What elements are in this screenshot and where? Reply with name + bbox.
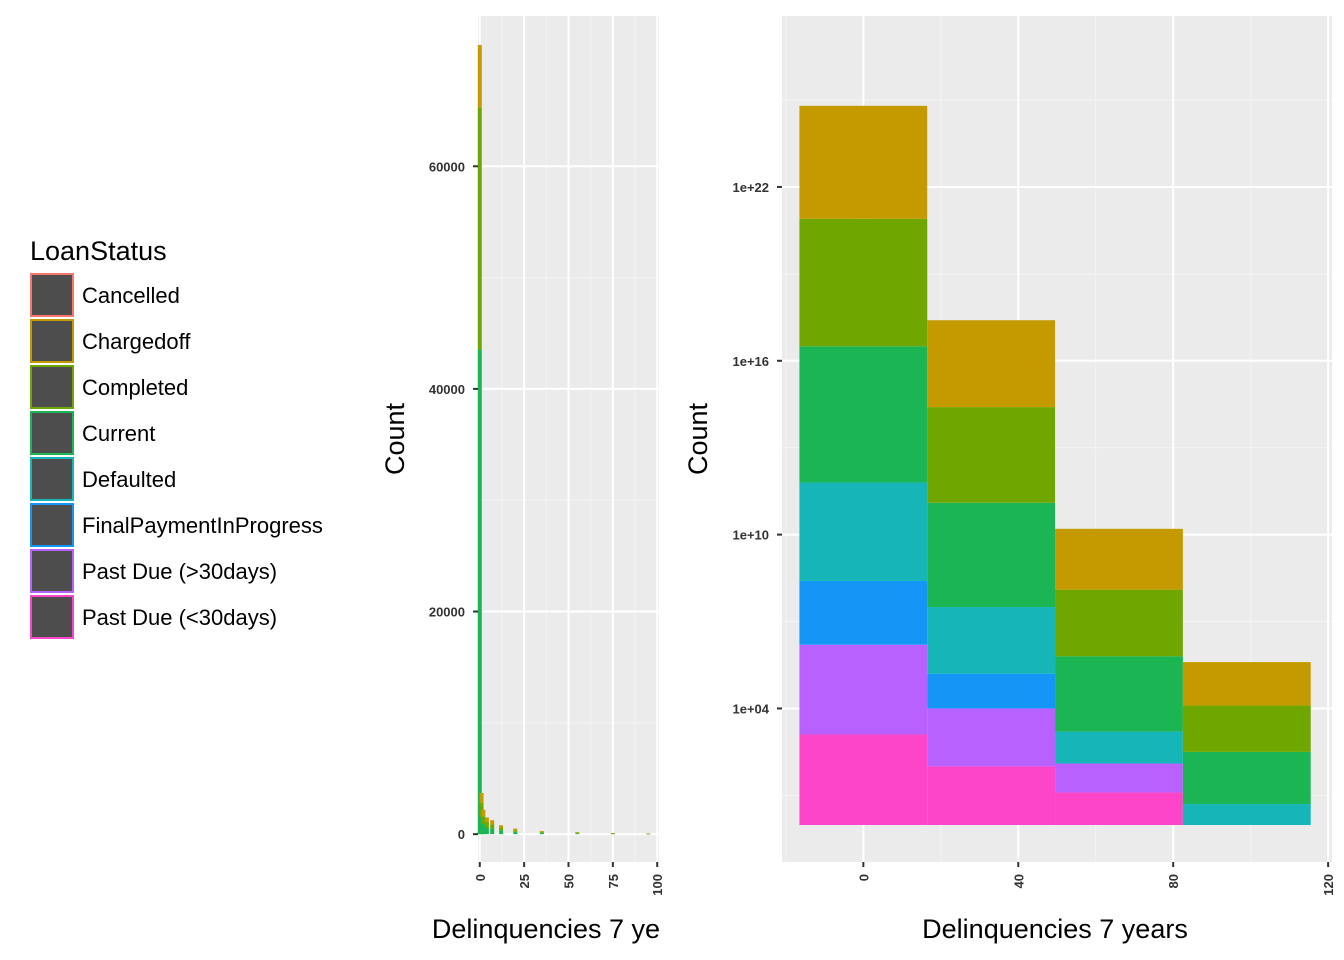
x-tick-label: 0 <box>473 874 488 881</box>
legend-key <box>30 365 74 409</box>
legend-label: Completed <box>82 375 188 400</box>
legend-key <box>30 273 74 317</box>
histogram-bar <box>1055 528 1183 590</box>
legend-label: FinalPaymentInProgress <box>82 513 323 538</box>
right-x-axis-title: Delinquencies 7 years <box>922 914 1188 944</box>
histogram-bar <box>799 482 928 581</box>
histogram-bar <box>799 644 928 735</box>
histogram-bar <box>490 828 495 835</box>
histogram-bar <box>484 827 489 835</box>
histogram-bar <box>927 766 1056 825</box>
legend-label: Past Due (<30days) <box>82 605 277 630</box>
x-tick-label: 0 <box>856 874 871 881</box>
histogram-bar <box>499 830 504 835</box>
legend-key <box>30 411 74 455</box>
legend-label: Cancelled <box>82 283 180 308</box>
histogram-bar <box>539 832 544 835</box>
y-tick-label: 0 <box>458 827 465 842</box>
histogram-bar <box>927 502 1056 608</box>
histogram-bar <box>1182 751 1311 805</box>
histogram-bar <box>799 105 928 219</box>
histogram-bar <box>481 824 486 835</box>
y-tick-label: 1e+16 <box>732 354 769 369</box>
histogram-bar <box>575 832 580 833</box>
histogram-bar <box>539 831 544 833</box>
histogram-bar <box>646 833 651 834</box>
right-histogram-bars <box>799 105 1311 825</box>
histogram-bar <box>490 820 495 825</box>
histogram-bar <box>927 320 1056 408</box>
histogram-bar <box>499 825 504 828</box>
left-panel: 0 25 50 75 100 0 20000 40000 60000 Delinquencies… <box>380 16 665 944</box>
histogram-bar <box>513 831 518 835</box>
y-tick-label: 1e+22 <box>732 180 769 195</box>
right-y-axis-title: Count <box>683 402 713 475</box>
histogram-bar <box>484 817 489 822</box>
histogram-bar <box>575 833 580 835</box>
legend-key <box>30 319 74 363</box>
histogram-bar <box>575 832 580 834</box>
histogram-bar <box>499 827 504 831</box>
histogram-bar <box>1182 705 1311 752</box>
legend-label: Past Due (>30days) <box>82 559 277 584</box>
y-tick-label: 1e+10 <box>732 528 769 543</box>
x-tick-label: 100 <box>650 874 665 896</box>
histogram-bar <box>513 830 518 832</box>
histogram-bar <box>477 349 482 835</box>
histogram-bar <box>610 833 615 835</box>
left-y-axis-title: Count <box>380 402 410 475</box>
left-x-axis-title: Delinquencies 7 ye <box>432 914 660 944</box>
histogram-bar <box>610 833 615 834</box>
right-axes: 0 40 80 120 1e+04 1e+10 1e+16 1e+22 <box>732 180 1336 896</box>
legend-label: Current <box>82 421 155 446</box>
histogram-bar <box>1055 656 1183 732</box>
x-tick-label: 50 <box>562 874 577 888</box>
histogram-bar <box>490 824 495 829</box>
histogram-bar <box>799 346 928 483</box>
histogram-bar <box>927 607 1056 674</box>
legend-key <box>30 595 74 639</box>
histogram-bar <box>481 809 486 817</box>
histogram-bar <box>927 708 1056 767</box>
x-tick-label: 40 <box>1011 874 1026 888</box>
left-histogram-bars <box>477 44 651 835</box>
x-tick-label: 75 <box>606 874 621 888</box>
legend-key <box>30 549 74 593</box>
legend-label: Defaulted <box>82 467 176 492</box>
x-tick-label: 120 <box>1321 874 1336 896</box>
x-tick-label: 25 <box>517 874 532 888</box>
legend-title: LoanStatus <box>30 236 167 266</box>
histogram-bar <box>539 830 544 832</box>
histogram-bar <box>927 673 1056 709</box>
histogram-bar <box>477 107 482 350</box>
left-axes: 0 25 50 75 100 0 20000 40000 60000 <box>429 159 665 895</box>
y-tick-label: 20000 <box>429 605 465 620</box>
histogram-bar <box>1055 589 1183 657</box>
histogram-bar <box>799 734 928 825</box>
legend: LoanStatus Cancelled Chargedoff Completed C… <box>30 236 323 639</box>
histogram-bar <box>1182 804 1311 825</box>
legend-label: Chargedoff <box>82 329 191 354</box>
legend-key <box>30 503 74 547</box>
y-tick-label: 60000 <box>429 159 465 174</box>
histogram-bar <box>799 218 928 347</box>
histogram-bar <box>479 792 484 804</box>
histogram-bar <box>1055 792 1183 825</box>
histogram-bar <box>484 821 489 828</box>
histogram-bar <box>481 816 486 825</box>
histogram-bar <box>927 407 1056 503</box>
histogram-bar <box>610 833 615 834</box>
histogram-bar <box>513 828 518 831</box>
histogram-bar <box>477 44 482 108</box>
histogram-bar <box>799 580 928 645</box>
legend-key <box>30 457 74 501</box>
x-tick-label: 80 <box>1166 874 1181 888</box>
y-tick-label: 40000 <box>429 382 465 397</box>
histogram-bar <box>1055 731 1183 764</box>
right-panel: 0 40 80 120 1e+04 1e+10 1e+16 1e+22 Delinquenci… <box>683 16 1336 944</box>
histogram-bar <box>1055 763 1183 793</box>
y-tick-label: 1e+04 <box>732 701 769 716</box>
histogram-bar <box>1182 662 1311 706</box>
